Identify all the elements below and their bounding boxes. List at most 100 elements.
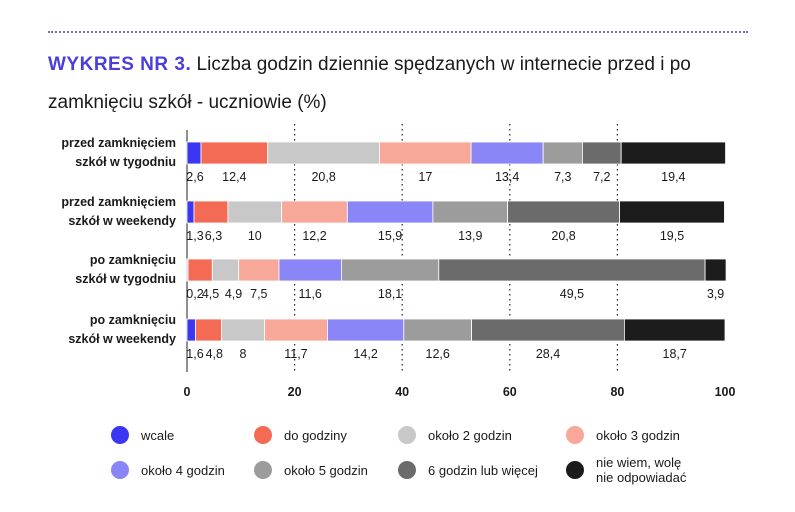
bar-segment-r3-s4: [327, 318, 405, 342]
data-label-r3-s3: 11,7: [284, 347, 307, 361]
legend-item: nie wiem, wolę nie odpowiadać: [566, 455, 686, 485]
x-tick-label-60: 60: [503, 385, 517, 399]
x-tick-label-100: 100: [715, 385, 736, 399]
category-label-3-1: szkół w weekendy: [68, 332, 176, 346]
chart-title-text: Liczba godzin dziennie spędzanych w inte…: [48, 54, 691, 113]
data-label-r3-s2: 8: [239, 347, 246, 361]
data-label-r1-s3: 12,2: [302, 229, 326, 243]
data-label-r1-s7: 19,5: [660, 229, 684, 243]
bar-segment-r1-s4: [346, 200, 434, 224]
legend-item: około 2 godzin: [398, 426, 512, 444]
bar-segment-r2-s1: [187, 258, 213, 282]
category-label-2-0: po zamknięciu: [90, 253, 176, 267]
legend-item: 6 godzin lub więcej: [398, 461, 538, 479]
data-label-r3-s1: 4,8: [206, 347, 223, 361]
x-tick-label-80: 80: [610, 385, 624, 399]
bar-segment-r3-s7: [623, 318, 726, 342]
data-label-r0-s3: 17: [418, 170, 432, 184]
legend-swatch: [254, 426, 272, 444]
bar-segment-r3-s0: [186, 318, 197, 342]
data-label-r2-s3: 7,5: [250, 287, 267, 301]
legend-item: około 3 godzin: [566, 426, 680, 444]
bar-segment-r0-s3: [379, 141, 472, 165]
data-label-r2-s0: 0,2: [186, 287, 203, 301]
category-label-3-0: po zamknięciu: [90, 313, 176, 327]
top-dotted-rule: [48, 31, 748, 33]
data-label-r3-s0: 1,6: [186, 347, 203, 361]
data-label-r1-s2: 10: [248, 229, 262, 243]
x-tick-label-0: 0: [184, 385, 191, 399]
bar-segment-r3-s5: [403, 318, 473, 342]
data-label-r0-s7: 19,4: [661, 170, 685, 184]
legend-swatch: [398, 461, 416, 479]
x-tick-label-40: 40: [395, 385, 409, 399]
bar-segment-r1-s7: [619, 200, 725, 224]
legend-item: wcale: [111, 426, 174, 444]
bar-segment-r1-s2: [227, 200, 283, 224]
chart-title: WYKRES NR 3. Liczba godzin dziennie spęd…: [48, 46, 768, 122]
legend-label: około 5 godzin: [284, 462, 368, 478]
legend-label: około 3 godzin: [596, 427, 680, 443]
bar-segment-r1-s1: [193, 200, 229, 224]
bar-segment-r1-s5: [432, 200, 509, 224]
bar-segment-r3-s3: [264, 318, 328, 342]
bar-segment-r2-s5: [341, 258, 440, 282]
data-label-r3-s7: 18,7: [663, 347, 687, 361]
bar-segment-r0-s4: [470, 141, 544, 165]
bar-segment-r0-s7: [620, 141, 726, 165]
legend-label: około 4 godzin: [141, 462, 225, 478]
category-label-0-1: szkół w tygodniu: [75, 155, 176, 169]
legend-swatch: [254, 461, 272, 479]
legend-item: do godziny: [254, 426, 347, 444]
bar-segment-r2-s7: [704, 258, 727, 282]
data-label-r3-s6: 28,4: [536, 347, 560, 361]
category-label-1-0: przed zamknięciem: [61, 195, 176, 209]
data-label-r2-s6: 49,5: [560, 287, 584, 301]
data-label-r1-s0: 1,3: [186, 229, 203, 243]
x-tick-label-20: 20: [288, 385, 302, 399]
bar-segment-r0-s0: [186, 141, 202, 165]
legend-item: około 4 godzin: [111, 461, 225, 479]
category-label-1-1: szkół w weekendy: [68, 214, 176, 228]
bar-segment-r1-s6: [507, 200, 620, 224]
data-label-r3-s5: 12,6: [426, 347, 450, 361]
legend-item: około 5 godzin: [254, 461, 368, 479]
data-label-r0-s4: 13,4: [495, 170, 519, 184]
data-label-r0-s1: 12,4: [222, 170, 246, 184]
data-label-r0-s5: 7,3: [554, 170, 571, 184]
bar-segment-r2-s6: [438, 258, 706, 282]
data-label-r1-s1: 6,3: [205, 229, 222, 243]
legend-swatch: [111, 461, 129, 479]
bar-segment-r1-s3: [281, 200, 348, 224]
bar-segment-r2-s3: [238, 258, 280, 282]
legend-label: nie wiem, wolę nie odpowiadać: [596, 455, 687, 485]
bar-segment-r2-s2: [211, 258, 240, 282]
legend-swatch: [398, 426, 416, 444]
data-label-r2-s4: 11,6: [298, 287, 321, 301]
legend-label: wcale: [141, 427, 175, 443]
bar-segment-r0-s6: [582, 141, 622, 165]
bar-segment-r2-s4: [278, 258, 342, 282]
data-label-r0-s6: 7,2: [593, 170, 610, 184]
data-label-r0-s2: 20,8: [311, 170, 335, 184]
bar-segment-r1-s0: [186, 200, 195, 224]
legend-label: do godziny: [284, 427, 347, 443]
data-label-r2-s7: 3,9: [707, 287, 724, 301]
bar-segment-r3-s2: [221, 318, 265, 342]
data-label-r1-s4: 15,9: [378, 229, 402, 243]
data-label-r0-s0: 2,6: [186, 170, 203, 184]
category-label-0-0: przed zamknięciem: [61, 136, 176, 150]
bar-segment-r0-s5: [542, 141, 583, 165]
bar-segment-r3-s1: [195, 318, 222, 342]
data-label-r2-s5: 18,1: [378, 287, 402, 301]
bar-segment-r0-s2: [267, 141, 381, 165]
legend-label: około 2 godzin: [428, 427, 512, 443]
data-label-r2-s1: 4,5: [202, 287, 219, 301]
legend-swatch: [566, 426, 584, 444]
data-label-r2-s2: 4,9: [225, 287, 242, 301]
category-label-2-1: szkół w tygodniu: [75, 272, 176, 286]
legend-label: 6 godzin lub więcej: [428, 462, 538, 478]
legend-swatch: [111, 426, 129, 444]
data-label-r1-s5: 13,9: [458, 229, 482, 243]
